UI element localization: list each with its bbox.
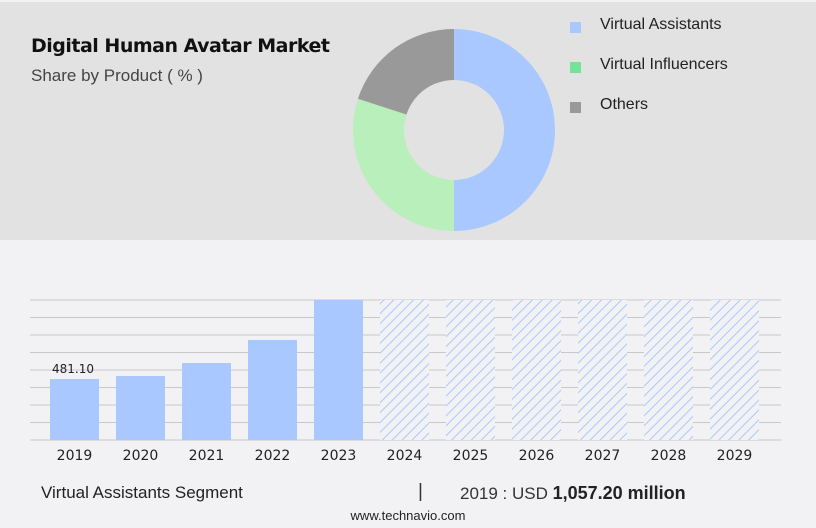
x-tick-label: 2019 <box>57 448 93 464</box>
bar-2021 <box>182 363 231 440</box>
chart-subtitle: Share by Product ( % ) <box>31 66 203 85</box>
bar-2019 <box>50 378 99 440</box>
x-tick-label: 2023 <box>321 448 357 464</box>
bar-2026 <box>512 300 561 440</box>
legend-swatch-icon <box>570 22 581 33</box>
x-tick-label: 2021 <box>189 448 225 464</box>
bar-2024 <box>380 300 429 440</box>
x-tick-label: 2022 <box>255 448 291 464</box>
x-tick-label: 2024 <box>387 448 423 464</box>
segment-value: 2019 : USD 1,057.20 million <box>460 483 686 503</box>
bar-2023 <box>314 300 363 440</box>
bar-2020 <box>116 375 165 440</box>
data-label: 481.10 <box>52 362 94 376</box>
x-tick-label: 2020 <box>123 448 159 464</box>
donut-chart <box>353 29 555 231</box>
footer-separator: | <box>418 481 423 502</box>
segment-label: Virtual Assistants Segment <box>41 483 243 502</box>
bar-2022 <box>248 339 297 440</box>
chart-title: Digital Human Avatar Market <box>31 35 330 57</box>
bar-2025 <box>446 300 495 440</box>
segment-value-amount: 1,057.20 million <box>552 483 686 503</box>
bar-chart: 481.10 2019 2020 2021 2022 2023 2024 2025 2026 20… <box>30 299 781 464</box>
x-tick-label: 2027 <box>585 448 621 464</box>
bar-2028 <box>644 300 693 440</box>
legend-swatch-icon <box>570 62 581 73</box>
bar-2027 <box>578 300 627 440</box>
bar-2029 <box>710 300 759 440</box>
x-tick-label: 2026 <box>519 448 555 464</box>
x-tick-label: 2028 <box>651 448 687 464</box>
donut-slice-virtual-assistants <box>454 29 555 231</box>
x-tick-label: 2029 <box>717 448 753 464</box>
x-tick-label: 2025 <box>453 448 489 464</box>
legend-swatch-icon <box>570 102 581 113</box>
share-panel: Digital Human Avatar Market Share by Pro… <box>0 0 816 240</box>
source-link[interactable]: www.technavio.com <box>350 508 466 523</box>
